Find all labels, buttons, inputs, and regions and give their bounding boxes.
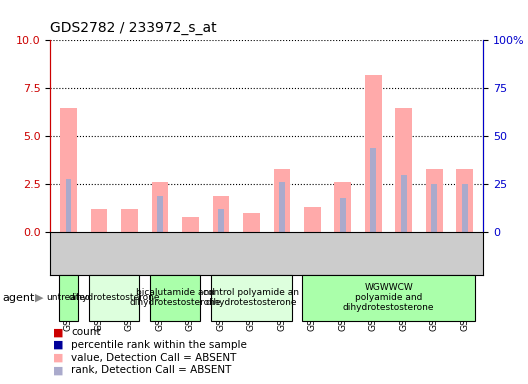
Text: GDS2782 / 233972_s_at: GDS2782 / 233972_s_at: [50, 21, 217, 35]
Bar: [303, 275, 475, 321]
Bar: [243, 213, 260, 232]
Bar: [60, 108, 77, 232]
Bar: [157, 196, 163, 232]
Text: ■: ■: [53, 365, 63, 375]
Bar: [279, 182, 285, 232]
Bar: [365, 75, 382, 232]
Text: ▶: ▶: [35, 293, 44, 303]
Text: dihydrotestosterone: dihydrotestosterone: [69, 293, 160, 302]
Bar: [462, 184, 468, 232]
Text: rank, Detection Call = ABSENT: rank, Detection Call = ABSENT: [71, 365, 232, 375]
Text: agent: agent: [3, 293, 35, 303]
Bar: [182, 217, 199, 232]
Bar: [401, 175, 407, 232]
Bar: [426, 169, 442, 232]
Bar: [89, 275, 139, 321]
Text: ■: ■: [53, 340, 63, 350]
Bar: [91, 209, 107, 232]
Bar: [59, 275, 78, 321]
Bar: [431, 184, 437, 232]
Bar: [212, 196, 229, 232]
Text: percentile rank within the sample: percentile rank within the sample: [71, 340, 247, 350]
Bar: [304, 207, 321, 232]
Bar: [371, 148, 376, 232]
Bar: [211, 275, 292, 321]
Text: WGWWCW
polyamide and
dihydrotestosterone: WGWWCW polyamide and dihydrotestosterone: [343, 283, 435, 313]
Text: ■: ■: [53, 353, 63, 362]
Bar: [274, 169, 290, 232]
Text: bicalutamide and
dihydrotestosterone: bicalutamide and dihydrotestosterone: [129, 288, 221, 307]
Text: untreated: untreated: [46, 293, 91, 302]
Bar: [65, 179, 71, 232]
Bar: [395, 108, 412, 232]
Bar: [456, 169, 473, 232]
Bar: [334, 182, 351, 232]
Bar: [152, 182, 168, 232]
Bar: [340, 198, 346, 232]
Bar: [150, 275, 200, 321]
Bar: [218, 209, 224, 232]
Text: value, Detection Call = ABSENT: value, Detection Call = ABSENT: [71, 353, 237, 362]
Bar: [121, 209, 138, 232]
Text: ■: ■: [53, 327, 63, 337]
Text: count: count: [71, 327, 101, 337]
Text: control polyamide an
dihydrotestosterone: control polyamide an dihydrotestosterone: [203, 288, 299, 307]
